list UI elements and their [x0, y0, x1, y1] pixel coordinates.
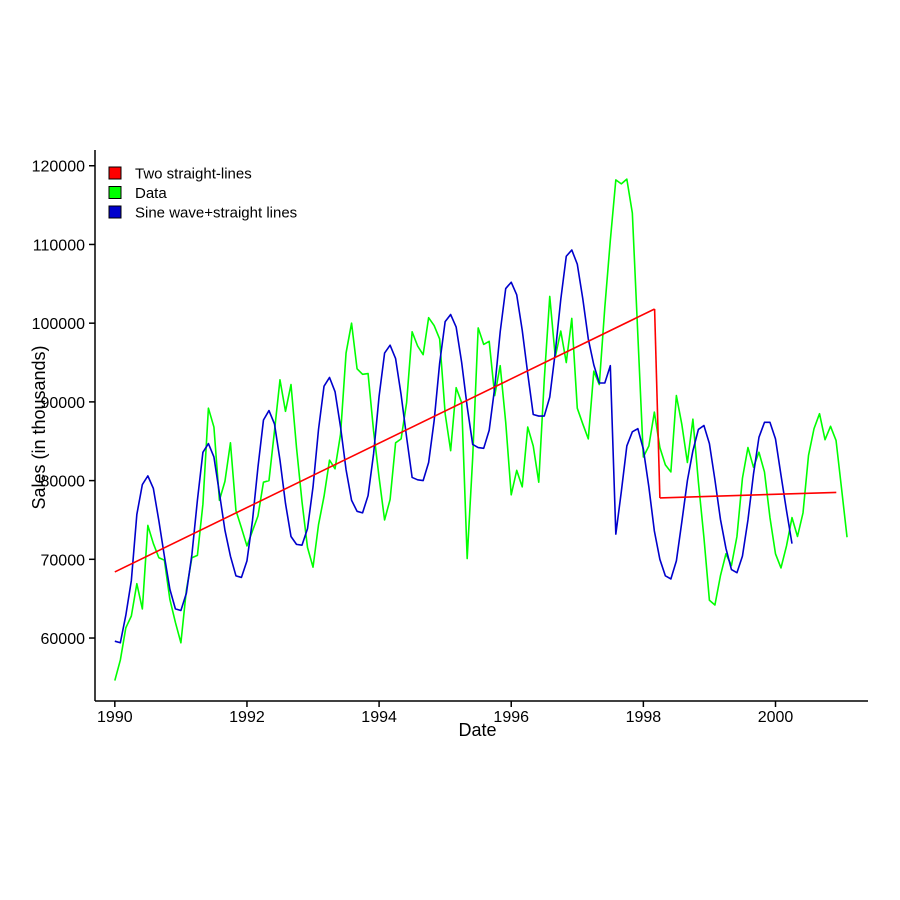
plot-lines: [114, 178, 848, 681]
legend-label: Sine wave+straight lines: [135, 205, 297, 222]
x-tick-label: 1998: [626, 709, 662, 726]
x-tick-label: 1990: [97, 709, 133, 726]
legend-label: Two straight-lines: [135, 166, 252, 183]
legend-label: Data: [135, 185, 167, 202]
x-tick-label: 2000: [758, 709, 794, 726]
y-tick-label: 120000: [32, 159, 85, 176]
series-line-two-straight-lines: [653, 308, 661, 498]
x-tick-label: 1992: [229, 709, 265, 726]
y-tick-label: 80000: [41, 474, 86, 491]
legend-swatch: [108, 186, 122, 199]
y-tick-label: 90000: [41, 395, 86, 412]
x-axis-ticks: 1990 1992 1994 1996 1998 2000: [97, 701, 793, 726]
series-line-two-straight-lines: [114, 308, 655, 573]
legend: Two straight-lines Data Sine wave+straight…: [108, 166, 297, 222]
legend-swatch: [108, 205, 122, 219]
y-tick-label: 100000: [32, 316, 85, 333]
series-line-sine-wave-straight-lines: [114, 249, 793, 644]
y-tick-label: 60000: [41, 631, 86, 648]
legend-swatch: [108, 166, 122, 180]
x-tick-label: 1994: [361, 709, 397, 726]
x-tick-label: 1996: [493, 709, 529, 726]
series-line-data: [114, 178, 848, 681]
series-line-two-straight-lines: [659, 491, 837, 499]
y-axis-title: Sales (in thousands): [29, 345, 49, 509]
y-tick-label: 110000: [33, 237, 85, 254]
y-tick-label: 70000: [41, 552, 86, 569]
x-axis-title: Date: [458, 720, 496, 740]
y-axis-ticks: 60000 70000 80000 90000 100000 110000 120000: [32, 159, 95, 648]
